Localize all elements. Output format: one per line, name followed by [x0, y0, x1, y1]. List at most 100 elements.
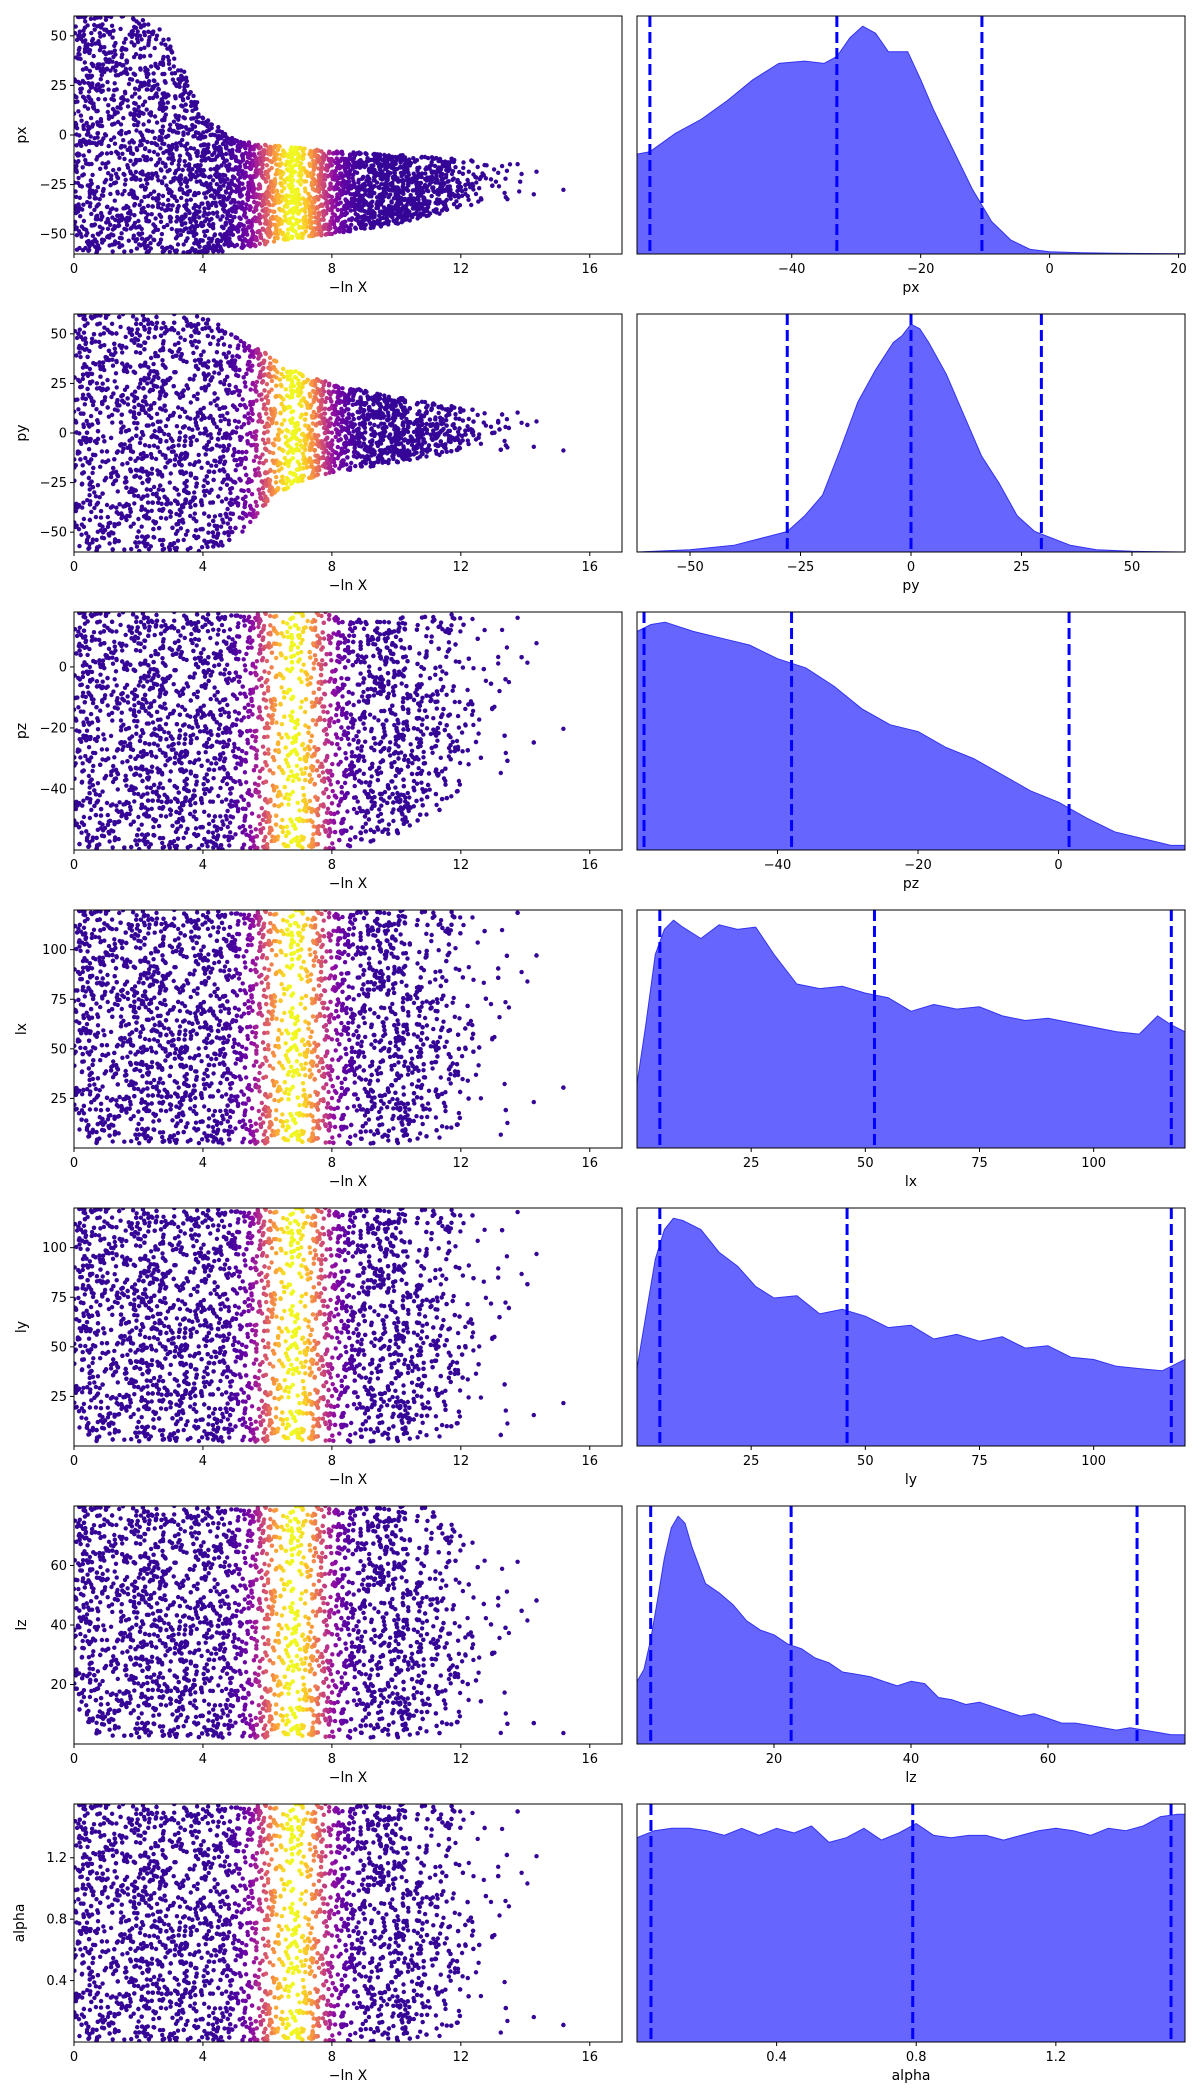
scatter-point [160, 56, 166, 62]
scatter-point [432, 163, 438, 169]
scatter-point [134, 246, 140, 251]
scatter-point [293, 162, 298, 168]
scatter-point [115, 151, 121, 156]
scatter-point [517, 189, 522, 194]
scatter-point [80, 67, 86, 72]
scatter-point [191, 146, 197, 151]
scatter-point [342, 167, 348, 172]
scatter-point [151, 222, 156, 227]
scatter-point [117, 105, 122, 110]
scatter-point [132, 122, 137, 128]
scatter-point [193, 237, 199, 242]
scatter-point [151, 78, 156, 83]
scatter-point [167, 66, 172, 72]
scatter-point [246, 186, 251, 191]
scatter-point [196, 242, 201, 247]
scatter-point [284, 193, 289, 198]
scatter-point [194, 119, 199, 124]
scatter-point [402, 169, 408, 174]
scatter-point [187, 188, 193, 194]
scatter-point [312, 163, 318, 168]
y-tick-label: −50 [40, 228, 67, 243]
scatter-point [222, 417, 227, 422]
scatter-point [206, 205, 211, 211]
scatter-point [172, 195, 177, 201]
scatter-point [519, 171, 524, 177]
scatter-point [263, 220, 268, 226]
scatter-point [188, 90, 193, 95]
scatter-point [166, 156, 171, 161]
scatter-point [415, 188, 420, 193]
scatter-point [74, 77, 77, 82]
scatter-point [101, 33, 107, 38]
scatter-point [124, 58, 130, 64]
scatter-point [137, 95, 142, 100]
scatter-point [74, 159, 77, 164]
scatter-point [415, 202, 420, 207]
scatter-point [259, 162, 265, 167]
scatter-point [147, 149, 152, 154]
scatter-point [164, 149, 169, 154]
scatter-point [136, 218, 141, 224]
scatter-point [154, 196, 159, 201]
scatter-point [188, 219, 193, 225]
scatter-point [87, 68, 93, 74]
scatter-point [274, 188, 279, 193]
scatter-point [235, 138, 240, 144]
scatter-point [188, 442, 193, 448]
scatter-point [112, 81, 117, 86]
scatter-point [459, 193, 465, 198]
scatter-point [158, 214, 164, 219]
scatter-point [265, 194, 270, 200]
scatter-point [176, 203, 181, 209]
scatter-point [98, 515, 104, 520]
scatter-point [163, 95, 168, 100]
scatter-point [146, 43, 151, 48]
scatter-point [188, 226, 193, 231]
scatter-point [446, 193, 452, 198]
x-tick-label: 0 [1045, 262, 1053, 277]
scatter-point [499, 163, 505, 169]
scatter-point [138, 139, 143, 144]
scatter-point [301, 152, 307, 157]
scatter-point [182, 69, 187, 75]
scatter-point [354, 170, 360, 175]
scatter-point [346, 179, 352, 184]
scatter-point [248, 244, 253, 249]
scatter-point [359, 193, 364, 199]
scatter-point [307, 161, 312, 166]
scatter-point [225, 237, 230, 242]
scatter-point [208, 132, 213, 138]
scatter-point [165, 46, 170, 51]
scatter-point [74, 226, 78, 232]
scatter-point [163, 134, 169, 140]
scatter-point [180, 137, 185, 143]
scatter-point [190, 167, 195, 172]
scatter-point [120, 192, 125, 197]
scatter-point [254, 200, 260, 206]
scatter-point [463, 187, 468, 192]
scatter-point [394, 217, 399, 222]
scatter-point [561, 187, 566, 192]
scatter-point [205, 246, 211, 251]
scatter-point [76, 229, 82, 234]
scatter-point [271, 450, 276, 456]
scatter-point [158, 219, 164, 224]
scatter-point [182, 159, 187, 164]
scatter-point [218, 217, 223, 222]
scatter-point [88, 134, 93, 139]
scatter-point [89, 100, 95, 106]
scatter-point [470, 183, 476, 188]
scatter-point [364, 178, 369, 183]
scatter-point [184, 198, 189, 203]
scatter-point [226, 422, 232, 427]
scatter-point [180, 104, 185, 109]
scatter-point [145, 500, 151, 505]
scatter-point [109, 173, 114, 178]
scatter-point [170, 203, 175, 208]
x-tick-label: 4 [199, 262, 207, 277]
scatter-point [435, 180, 440, 185]
